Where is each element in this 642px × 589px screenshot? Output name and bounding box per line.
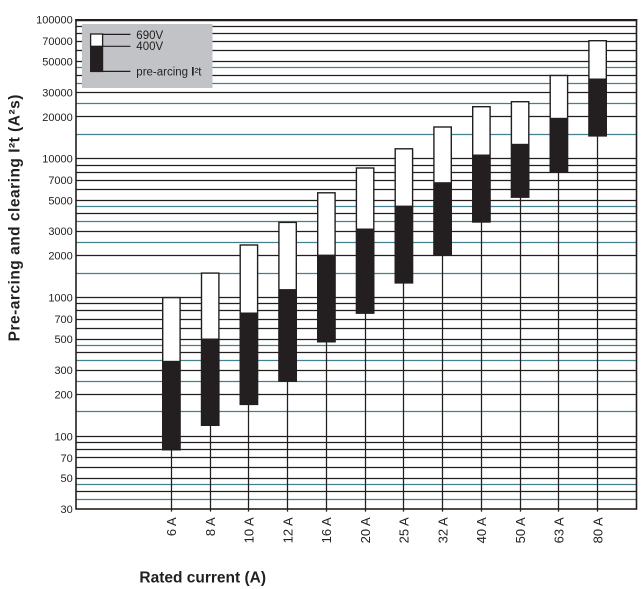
- svg-text:80 A: 80 A: [590, 517, 605, 543]
- svg-text:1000: 1000: [48, 292, 72, 304]
- svg-text:3000: 3000: [48, 226, 72, 238]
- svg-text:2000: 2000: [48, 251, 72, 263]
- svg-text:30000: 30000: [42, 87, 73, 99]
- svg-text:50000: 50000: [42, 57, 73, 69]
- svg-text:700: 700: [54, 314, 72, 326]
- svg-text:6 A: 6 A: [164, 517, 179, 536]
- svg-text:7000: 7000: [48, 175, 72, 187]
- svg-text:63 A: 63 A: [552, 517, 567, 543]
- svg-text:8 A: 8 A: [203, 517, 218, 536]
- svg-text:690V: 690V: [136, 30, 163, 42]
- svg-text:10 A: 10 A: [242, 517, 257, 543]
- svg-text:20 A: 20 A: [358, 517, 373, 543]
- svg-text:50 A: 50 A: [513, 517, 528, 543]
- svg-text:5000: 5000: [48, 195, 72, 207]
- svg-text:400V: 400V: [136, 41, 163, 53]
- svg-text:300: 300: [54, 365, 72, 377]
- svg-text:Rated current (A): Rated current (A): [139, 569, 266, 586]
- svg-text:20000: 20000: [42, 112, 73, 124]
- svg-text:16 A: 16 A: [319, 517, 334, 543]
- svg-text:500: 500: [54, 334, 72, 346]
- svg-text:10000: 10000: [42, 154, 73, 166]
- svg-text:50: 50: [61, 473, 73, 485]
- svg-text:100000: 100000: [36, 15, 73, 27]
- svg-text:30: 30: [61, 504, 73, 516]
- svg-text:12 A: 12 A: [280, 517, 295, 543]
- svg-text:pre-arcing I²t: pre-arcing I²t: [136, 66, 202, 78]
- svg-text:25 A: 25 A: [397, 517, 412, 543]
- svg-text:40 A: 40 A: [474, 517, 489, 543]
- svg-text:32 A: 32 A: [435, 517, 450, 543]
- svg-text:200: 200: [54, 390, 72, 402]
- svg-text:70: 70: [61, 453, 73, 465]
- svg-text:100: 100: [54, 431, 72, 443]
- svg-text:70000: 70000: [42, 36, 73, 48]
- svg-text:Pre-arcing and clearing I²t (A: Pre-arcing and clearing I²t (A²s): [7, 94, 24, 341]
